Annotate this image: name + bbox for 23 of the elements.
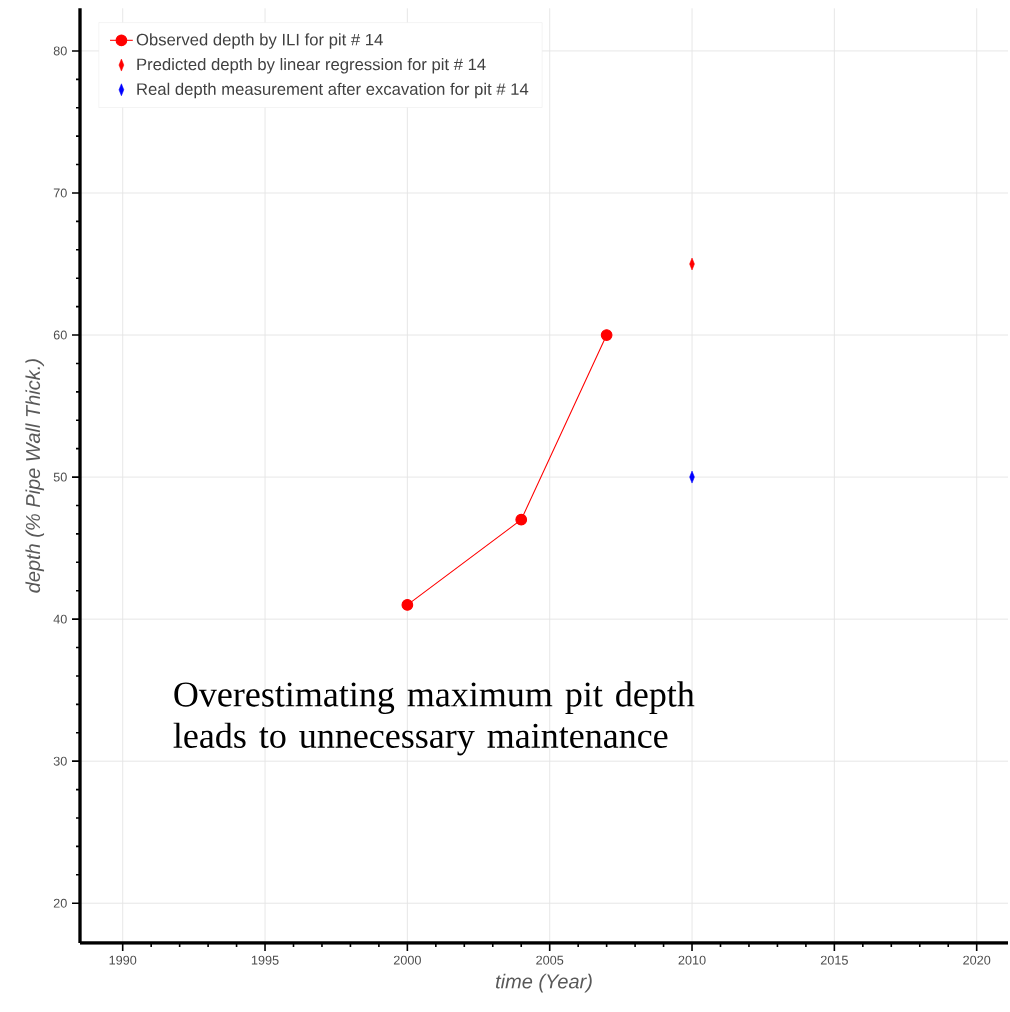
legend-label: Predicted depth by linear regression for pit # 14 bbox=[137, 58, 486, 74]
x-tick-label: 2000 bbox=[394, 955, 422, 965]
y-tick-label: 70 bbox=[54, 188, 67, 198]
annotation: Overestimating maximum pit depth leads to unnecessary maintenance bbox=[173, 681, 695, 756]
point bbox=[401, 599, 414, 611]
y-tick-label: 40 bbox=[53, 614, 67, 624]
x-axis-title: time (Year) bbox=[496, 973, 592, 993]
point bbox=[515, 513, 528, 526]
y-axis-title: depth (% Pipe Wall Thick.) bbox=[25, 359, 45, 593]
legend-label: Observed depth by ILI for pit # 14 bbox=[136, 33, 384, 49]
x-tick-label: 2010 bbox=[678, 955, 706, 965]
y-tick-label: 80 bbox=[53, 46, 67, 56]
x-tick-label: 2005 bbox=[536, 955, 564, 965]
x-tick-label: 2020 bbox=[963, 955, 991, 965]
y-tick-label: 50 bbox=[53, 472, 67, 482]
x-tick-label: 1995 bbox=[252, 955, 279, 965]
legend-label: Real depth measurement after excavation for pit # 14 bbox=[137, 82, 529, 99]
y-tick-label: 30 bbox=[53, 756, 67, 766]
x-tick-label: 2015 bbox=[821, 955, 849, 965]
x-tick-label: 1990 bbox=[109, 955, 137, 965]
y-tick-label: 60 bbox=[54, 330, 67, 340]
point bbox=[600, 329, 613, 341]
y-tick-label: 20 bbox=[54, 898, 67, 908]
